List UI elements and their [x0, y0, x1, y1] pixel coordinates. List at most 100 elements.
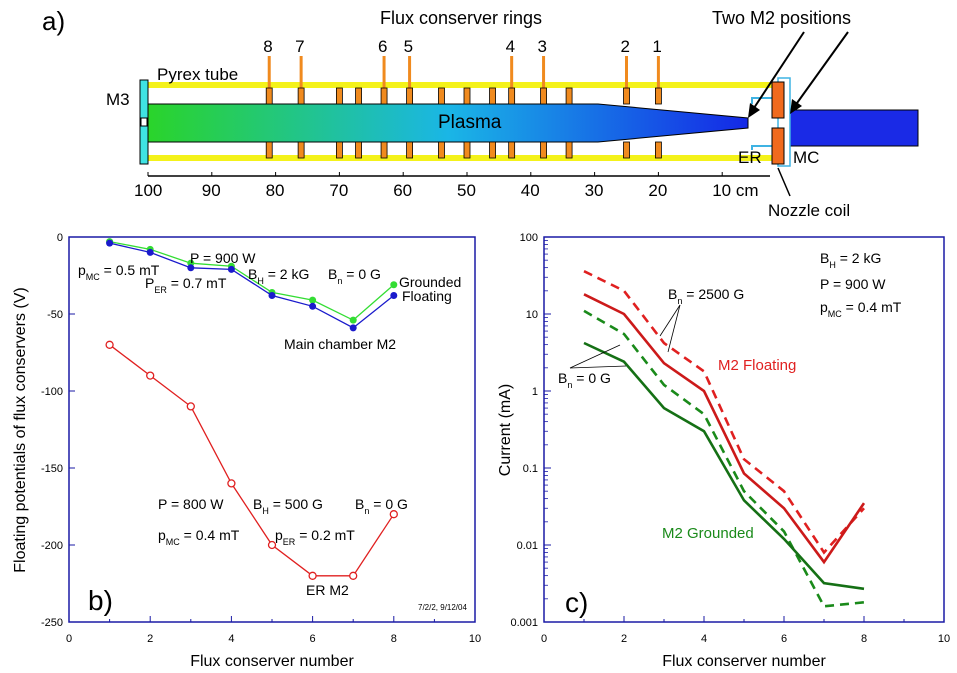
flux-ring-top	[335, 87, 343, 105]
legend-floating: Floating	[402, 288, 452, 304]
data-point-b-0	[349, 316, 357, 324]
panel-a-label: a)	[42, 6, 65, 36]
per-annotation-lower: pER = 0.2 mT	[275, 527, 355, 547]
er-label: ER	[738, 148, 762, 167]
er-bracket	[751, 97, 780, 150]
panel-b-chart: 0 2 4 6 8 10 0 -50 -100 -150 -200 -250 Floating pot…	[12, 232, 481, 670]
m3-port	[140, 117, 148, 127]
ring-number-2: 2	[621, 37, 630, 56]
y-tick-label-b: -100	[41, 386, 63, 398]
position-tick-label: 60	[393, 181, 412, 200]
m2-arrow-er	[749, 31, 805, 115]
data-point-b-1	[390, 292, 398, 300]
ring-top-2	[623, 87, 630, 105]
position-tick-label: 50	[457, 181, 476, 200]
data-point-b-2	[227, 479, 236, 488]
pyrex-tube-bottom	[148, 155, 778, 161]
flux-rings-title: Flux conserver rings	[380, 8, 542, 28]
position-tick-label: 100	[134, 181, 162, 200]
y-tick-label-b: -200	[41, 540, 63, 552]
ring-bottom-2	[623, 141, 630, 159]
data-point-b-1	[146, 248, 154, 256]
pmc-annotation-lower: pMC = 0.4 mT	[158, 527, 240, 547]
x-tick-label-b: 4	[228, 633, 234, 645]
y-tick-label-c: 0.01	[517, 540, 538, 552]
data-point-b-1	[309, 302, 317, 310]
ring-number-3: 3	[538, 37, 547, 56]
m2-floating-label: M2 Floating	[718, 357, 796, 374]
nozzle-pointer	[777, 167, 791, 197]
position-tick-label: 80	[266, 181, 285, 200]
ring-bottom-3	[540, 141, 547, 159]
x-tick-label-b: 10	[469, 633, 481, 645]
y-tick-label-b: 0	[57, 232, 63, 244]
flux-ring-top	[463, 87, 471, 105]
ring-number-4: 4	[506, 37, 515, 56]
x-axis-label-c: Flux conserver number	[662, 653, 826, 670]
data-point-b-1	[106, 239, 114, 247]
bn-annotation-lower: Bn = 0 G	[355, 496, 408, 516]
bh-annotation-c: BH = 2 kG	[820, 250, 881, 270]
main-chamber-annotation: Main chamber M2	[284, 336, 396, 352]
data-point-b-1	[268, 292, 276, 300]
x-tick-label-c: 0	[541, 633, 547, 645]
bh-annotation-upper: BH = 2 kG	[248, 266, 309, 286]
x-tick-label-c: 8	[861, 633, 867, 645]
nozzle-coil-bottom	[771, 127, 785, 165]
y-axis-label-c: Current (mA)	[497, 384, 514, 476]
y-tick-label-c: 1	[532, 386, 538, 398]
ring-top-7	[297, 87, 305, 105]
data-point-b-2	[349, 571, 358, 580]
data-point-b-0	[309, 296, 317, 304]
power-annotation-upper: P = 900 W	[190, 250, 256, 266]
pyrex-tube-label: Pyrex tube	[157, 65, 238, 84]
nozzle-coil-label: Nozzle coil	[768, 201, 850, 220]
m2-grounded-label: M2 Grounded	[662, 525, 754, 542]
data-point-b-2	[186, 402, 195, 411]
flux-ring-bottom	[355, 141, 362, 159]
ring-bottom-1	[655, 141, 662, 159]
data-point-b-1	[227, 265, 235, 273]
ring-number-7: 7	[295, 37, 304, 56]
x-tick-label-c: 4	[701, 633, 707, 645]
bn-0-pointer-b	[569, 365, 627, 369]
position-tick-label: 90	[202, 181, 221, 200]
ring-bottom-4	[508, 141, 516, 159]
m3-label: M3	[106, 90, 130, 109]
data-point-b-2	[146, 371, 155, 380]
plasma-exit	[789, 109, 919, 147]
bn-annotation-upper: Bn = 0 G	[328, 266, 381, 286]
data-point-b-1	[187, 264, 195, 272]
m2-arrowhead-er	[748, 103, 760, 118]
position-tick-label: 30	[585, 181, 604, 200]
ring-bottom-5	[406, 141, 413, 159]
m2-positions-label: Two M2 positions	[712, 8, 851, 28]
y-tick-label-c: 0.001	[510, 617, 538, 629]
pmc-annotation-c: pMC = 0.4 mT	[820, 299, 902, 319]
panel-c-chart: 0 2 4 6 8 10 0.001 0.01 0.1 1 10 100 Current (mA) F…	[497, 232, 950, 670]
ring-top-6	[380, 87, 388, 105]
flux-ring-top	[438, 87, 445, 105]
panel-a-diagram: a) Flux conserver rings Two M2 positions…	[42, 6, 919, 220]
x-axis-label-b: Flux conserver number	[190, 653, 354, 670]
x-tick-label-c: 2	[621, 633, 627, 645]
y-axis-label-b: Floating potentials of flux conservers (…	[12, 287, 29, 572]
y-tick-label-b: -150	[41, 463, 63, 475]
series-line-b-2	[109, 344, 395, 577]
ring-top-1	[655, 87, 662, 105]
ring-number-8: 8	[263, 37, 272, 56]
flux-ring-top	[355, 87, 362, 105]
panel-c-label: c)	[565, 587, 588, 618]
data-point-b-2	[267, 540, 277, 550]
date-stamp: 7/2/2, 9/12/04	[418, 603, 467, 612]
x-tick-label-c: 6	[781, 633, 787, 645]
flux-ring-bottom	[489, 141, 496, 159]
series-line-c-2	[583, 309, 865, 608]
ring-number-5: 5	[404, 37, 413, 56]
ring-bottom-7	[297, 141, 305, 159]
position-tick-label: 40	[521, 181, 540, 200]
mc-label: MC	[793, 148, 819, 167]
legend-grounded: Grounded	[399, 274, 461, 290]
bn-0-pointer-a	[569, 344, 621, 369]
